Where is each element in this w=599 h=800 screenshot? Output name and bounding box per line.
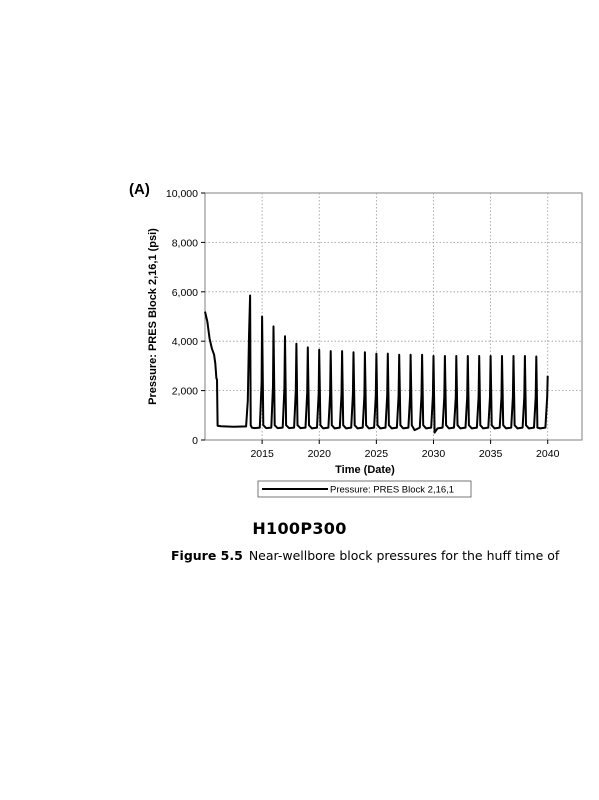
x-tick-label: 2030 [422,448,446,460]
y-axis-ticks: 0 2,000 4,000 6,000 8,000 10,000 [166,188,205,447]
series-line [204,294,549,434]
caption-text: Near-wellbore block pressures for the hu… [248,548,560,563]
figure-caption: Figure 5.5 Near-wellbore block pressures … [171,548,559,563]
legend-label: Pressure: PRES Block 2,16,1 [330,485,454,496]
y-tick-label: 6,000 [172,287,198,299]
pressure-chart: 0 2,000 4,000 6,000 8,000 10,000 2015 2020 2025… [147,188,583,498]
figure-subtitle: H100P300 [252,519,347,538]
series-layer [204,294,549,434]
y-tick-label: 8,000 [172,237,198,249]
x-axis-ticks: 2015 2020 2025 2030 2035 2040 [250,440,560,460]
panel-label: (A) [129,181,150,198]
figure-number: Figure 5.5 [171,548,243,563]
y-tick-label: 2,000 [172,386,198,398]
x-tick-label: 2040 [536,448,560,460]
y-tick-label: 10,000 [166,188,198,200]
plot-area [204,192,583,441]
x-tick-label: 2015 [250,448,274,460]
y-tick-label: 4,000 [172,336,198,348]
x-tick-label: 2035 [479,448,503,460]
x-tick-label: 2025 [365,448,389,460]
y-tick-label: 0 [192,435,198,447]
legend: Pressure: PRES Block 2,16,1 [257,480,472,498]
y-axis-title: Pressure: PRES Block 2,16,1 (psi) [147,228,159,405]
legend-box [257,480,472,498]
x-axis-title: Time (Date) [335,464,395,476]
x-tick-label: 2020 [308,448,332,460]
